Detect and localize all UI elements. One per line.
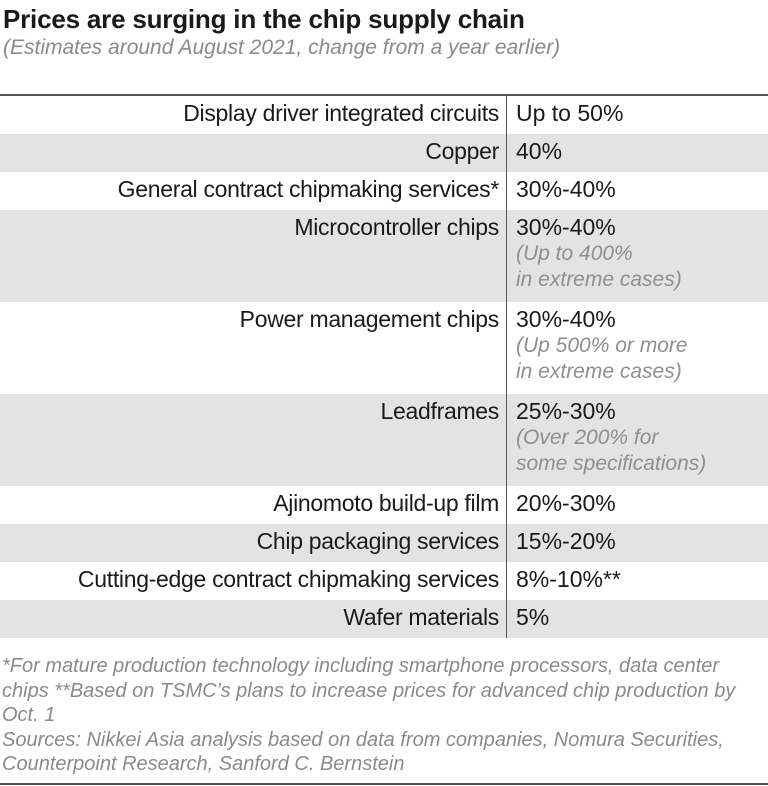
item-label: Leadframes	[380, 398, 500, 424]
item-label: Chip packaging services	[256, 528, 500, 554]
extreme-case-note: (Up to 400%	[516, 242, 633, 265]
price-change-cell: 30%-40%	[506, 172, 768, 210]
bottom-rule	[0, 783, 768, 785]
price-change-value: 15%-20%	[516, 528, 616, 554]
price-change-cell: 30%-40% (Up to 400% in extreme cases)	[506, 210, 768, 302]
table-row: Display driver integrated circuits Up to …	[0, 96, 768, 134]
price-change-value: 8%-10%**	[516, 566, 621, 592]
price-change-cell: 15%-20%	[506, 524, 768, 562]
price-change-cell: 40%	[506, 134, 768, 172]
item-label: Microcontroller chips	[294, 214, 499, 240]
top-rule	[0, 94, 768, 96]
table-row: Copper 40%	[0, 134, 768, 172]
item-label: Power management chips	[239, 306, 500, 332]
price-change-cell: 20%-30%	[506, 486, 768, 524]
table-row: Cutting-edge contract chipmaking service…	[0, 562, 768, 600]
footnotes: *For mature production technology includ…	[2, 654, 762, 777]
price-change-value: 40%	[516, 138, 563, 164]
item-label: Wafer materials	[343, 604, 499, 630]
item-label: General contract chipmaking services*	[117, 176, 500, 202]
extreme-case-note: (Over 200% for	[516, 426, 659, 449]
chart-subtitle: (Estimates around August 2021, change fr…	[3, 36, 561, 59]
price-change-value: Up to 50%	[516, 100, 624, 126]
table-row: Ajinomoto build-up film 20%-30%	[0, 486, 768, 524]
extreme-case-note: (Up 500% or more	[516, 334, 688, 357]
price-change-cell: 5%	[506, 600, 768, 638]
price-change-cell: Up to 50%	[506, 96, 768, 134]
table-row: Power management chips 30%-40% (Up 500% or…	[0, 302, 768, 394]
price-change-cell: 8%-10%**	[506, 562, 768, 600]
price-table: Display driver integrated circuits Up to …	[0, 96, 768, 638]
price-change-value: 20%-30%	[516, 490, 616, 516]
extreme-case-note: in extreme cases)	[516, 268, 682, 291]
item-label: Cutting-edge contract chipmaking service…	[77, 566, 499, 592]
table-row: Microcontroller chips 30%-40% (Up to 400% i…	[0, 210, 768, 302]
price-change-value: 30%-40%	[516, 176, 616, 202]
table-row: Leadframes 25%-30% (Over 200% for some spec…	[0, 394, 768, 486]
item-label: Display driver integrated circuits	[183, 100, 499, 126]
table-row: General contract chipmaking services* 30%…	[0, 172, 768, 210]
footnote-text: *For mature production technology includ…	[2, 655, 736, 726]
price-change-value: 25%-30%	[516, 398, 616, 424]
extreme-case-note: in extreme cases)	[516, 360, 682, 383]
item-label: Ajinomoto build-up film	[273, 490, 499, 516]
price-change-cell: 30%-40% (Up 500% or more in extreme cases)	[506, 302, 768, 394]
table-row: Wafer materials 5%	[0, 600, 768, 638]
price-change-value: 5%	[516, 604, 550, 630]
price-change-value: 30%-40%	[516, 214, 616, 240]
price-change-value: 30%-40%	[516, 306, 616, 332]
sources-text: Sources: Nikkei Asia analysis based on d…	[2, 728, 724, 776]
chart-title: Prices are surging in the chip supply ch…	[3, 4, 525, 34]
price-change-cell: 25%-30% (Over 200% for some specifications…	[506, 394, 768, 486]
extreme-case-note: some specifications)	[516, 452, 707, 475]
item-label: Copper	[425, 138, 499, 164]
table-row: Chip packaging services 15%-20%	[0, 524, 768, 562]
